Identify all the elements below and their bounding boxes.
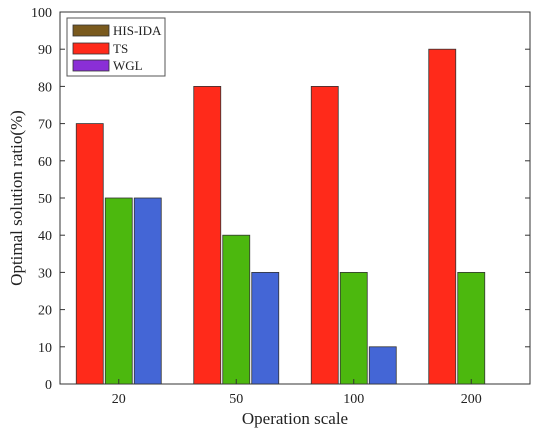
legend-label-ts: TS <box>113 41 128 56</box>
legend-swatch-his-ida <box>72 24 110 37</box>
legend-label-wgl: WGL <box>113 58 143 73</box>
x-tick-label: 20 <box>112 392 126 407</box>
bar-wgl-50 <box>251 271 280 385</box>
y-tick-label: 40 <box>38 229 52 244</box>
bar-his-ida-50 <box>193 86 222 385</box>
x-tick-label: 50 <box>229 392 243 407</box>
y-tick-label: 90 <box>38 43 52 58</box>
y-tick-label: 100 <box>31 6 52 21</box>
y-tick-label: 0 <box>45 378 52 393</box>
y-tick-label: 10 <box>38 341 52 356</box>
bar-ts-200 <box>457 271 486 385</box>
y-tick-label: 60 <box>38 155 52 170</box>
bar-wgl-100 <box>368 346 397 385</box>
bar-his-ida-100 <box>310 86 339 385</box>
bars-group <box>75 48 486 385</box>
y-tick-label: 80 <box>38 80 52 95</box>
y-tick-label: 70 <box>38 118 52 133</box>
bar-wgl-20 <box>133 197 162 385</box>
legend-label-his-ida: HIS-IDA <box>113 23 162 38</box>
legend: HIS-IDA TS WGL <box>66 17 166 77</box>
bar-ts-100 <box>339 271 368 385</box>
y-axis-title: Optimal solution ratio(%) <box>7 110 26 286</box>
legend-swatch-wgl <box>72 59 110 72</box>
bar-ts-50 <box>222 234 251 385</box>
x-tick-label: 100 <box>343 392 364 407</box>
y-axis: 0 10 20 30 40 50 60 70 80 90 100 <box>31 6 530 393</box>
bar-his-ida-20 <box>75 123 104 385</box>
x-tick-label: 200 <box>461 392 482 407</box>
x-axis-title: Operation scale <box>242 409 348 428</box>
bar-ts-20 <box>104 197 133 385</box>
y-tick-label: 20 <box>38 304 52 319</box>
x-axis: 20 50 100 200 <box>112 379 482 407</box>
legend-swatch-ts <box>72 42 110 55</box>
bar-his-ida-200 <box>428 48 457 385</box>
y-tick-label: 30 <box>38 266 52 281</box>
y-tick-label: 50 <box>38 192 52 207</box>
